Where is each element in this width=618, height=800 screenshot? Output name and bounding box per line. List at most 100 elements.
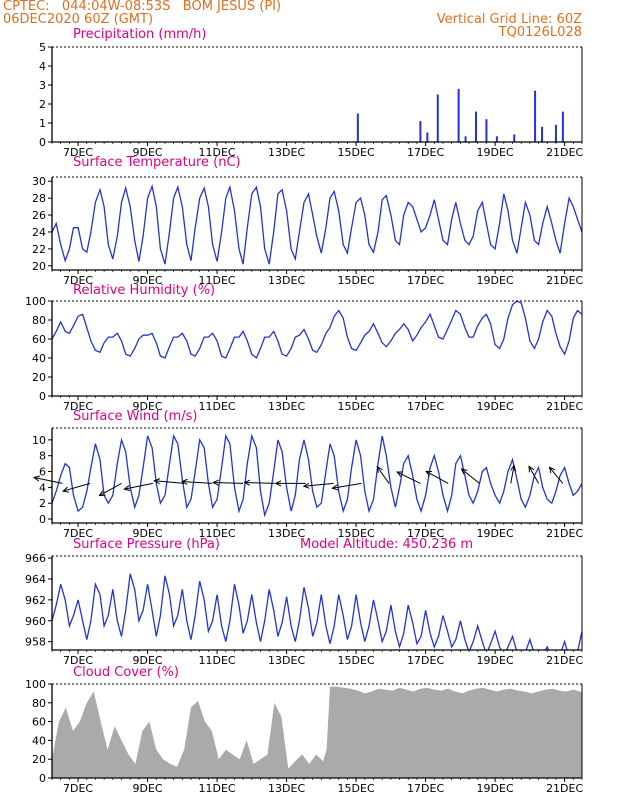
panel-5 — [48, 683, 583, 782]
wind-arrow — [332, 482, 362, 489]
precip-bar — [464, 136, 467, 142]
x-tick-label: 19DEC — [477, 654, 514, 667]
x-tick-label: 7DEC — [63, 782, 93, 795]
y-tick-label: 5 — [39, 41, 46, 54]
wind-arrow — [124, 482, 153, 490]
wind-arrow — [425, 470, 449, 484]
y-tick-label: 10 — [32, 434, 46, 447]
precip-bar — [485, 119, 488, 142]
x-tick-label: 13DEC — [268, 527, 305, 540]
precip-bar — [554, 124, 557, 142]
x-tick-label: 7DEC — [63, 274, 93, 287]
chart-header: CPTEC: 044:04W-08:53S BOM JESUS (PI) 06D… — [0, 0, 618, 50]
x-tick-label: 19DEC — [477, 274, 514, 287]
y-tick-label: 26 — [32, 209, 46, 222]
panel-3 — [32, 427, 583, 527]
y-tick-label: 0 — [39, 390, 46, 403]
x-tick-label: 11DEC — [199, 400, 236, 413]
panel-1 — [48, 176, 583, 274]
precip-bar — [419, 121, 422, 142]
x-tick-label: 7DEC — [63, 527, 93, 540]
x-tick-label: 13DEC — [268, 400, 305, 413]
y-tick-label: 20 — [32, 753, 46, 766]
panel-title: Surface Temperature (nC) — [73, 155, 241, 170]
y-tick-label: 964 — [25, 573, 46, 586]
precip-bar — [541, 126, 544, 142]
y-tick-label: 40 — [32, 352, 46, 365]
y-tick-label: 2 — [39, 497, 46, 510]
y-tick-label: 1 — [39, 117, 46, 130]
x-tick-label: 17DEC — [407, 782, 444, 795]
x-tick-label: 21DEC — [546, 146, 583, 159]
wind-arrow — [528, 466, 539, 484]
y-tick-label: 60 — [32, 716, 46, 729]
wind-arrow-head — [376, 465, 383, 473]
wind-arrow — [244, 482, 275, 484]
y-tick-label: 40 — [32, 734, 46, 747]
x-tick-label: 19DEC — [477, 782, 514, 795]
series-line-3 — [52, 433, 582, 518]
panel-title: Relative Humidity (%) — [73, 283, 215, 298]
wind-arrow-head — [425, 470, 433, 477]
y-tick-label: 8 — [39, 450, 46, 463]
cloud-cover-area — [52, 686, 582, 778]
wind-arrow — [154, 480, 185, 484]
y-tick-label: 28 — [32, 192, 46, 205]
precip-bar — [475, 111, 477, 142]
x-tick-label: 13DEC — [268, 274, 305, 287]
wind-arrow — [510, 465, 515, 484]
x-tick-label: 11DEC — [199, 274, 236, 287]
wind-arrow — [182, 481, 212, 484]
x-tick-label: 19DEC — [477, 527, 514, 540]
wind-arrow-head — [212, 479, 219, 486]
y-tick-label: 962 — [25, 594, 46, 607]
x-tick-label: 9DEC — [133, 274, 163, 287]
y-tick-label: 80 — [32, 314, 46, 327]
wind-arrow-head — [153, 478, 161, 485]
x-tick-label: 21DEC — [546, 527, 583, 540]
y-tick-label: 960 — [25, 615, 46, 628]
y-tick-label: 4 — [39, 60, 46, 73]
y-tick-label: 30 — [32, 175, 46, 188]
x-tick-label: 13DEC — [268, 654, 305, 667]
wind-arrow-head — [528, 465, 535, 473]
y-tick-label: 958 — [25, 636, 46, 649]
panel-0 — [48, 46, 583, 146]
x-tick-label: 7DEC — [63, 400, 93, 413]
wind-arrow-head — [32, 475, 41, 482]
y-tick-label: 6 — [39, 466, 46, 479]
x-tick-label: 17DEC — [407, 400, 444, 413]
y-tick-label: 22 — [32, 243, 46, 256]
x-tick-label: 15DEC — [338, 400, 375, 413]
x-tick-label: 9DEC — [133, 654, 163, 667]
x-tick-label: 21DEC — [546, 274, 583, 287]
series-line-4 — [52, 573, 582, 650]
precip-bar — [495, 136, 498, 142]
panel-annotation: Model Altitude: 450.236 m — [300, 537, 473, 552]
x-tick-label: 15DEC — [338, 527, 375, 540]
y-tick-label: 24 — [32, 226, 46, 239]
wind-arrow — [376, 466, 390, 484]
x-tick-label: 15DEC — [338, 146, 375, 159]
y-tick-label: 0 — [39, 772, 46, 785]
precip-bar — [436, 94, 439, 142]
wind-arrow — [549, 466, 564, 484]
y-tick-label: 0 — [39, 513, 46, 526]
y-tick-label: 966 — [25, 552, 46, 565]
run-date: 06DEC2020 60Z (GMT) — [3, 12, 154, 27]
panel-4 — [48, 555, 583, 654]
x-tick-label: 11DEC — [199, 146, 236, 159]
wind-arrow-head — [274, 480, 282, 487]
wind-arrow — [213, 482, 244, 484]
wind-arrow-head — [510, 464, 517, 472]
panel-2 — [48, 300, 583, 400]
wind-arrow-head — [98, 490, 106, 497]
wind-arrow — [303, 482, 334, 487]
x-tick-label: 17DEC — [407, 146, 444, 159]
x-tick-label: 15DEC — [338, 274, 375, 287]
x-tick-label: 9DEC — [133, 527, 163, 540]
wind-arrow-head — [61, 486, 70, 493]
precip-bar — [457, 88, 460, 142]
x-tick-label: 9DEC — [133, 400, 163, 413]
